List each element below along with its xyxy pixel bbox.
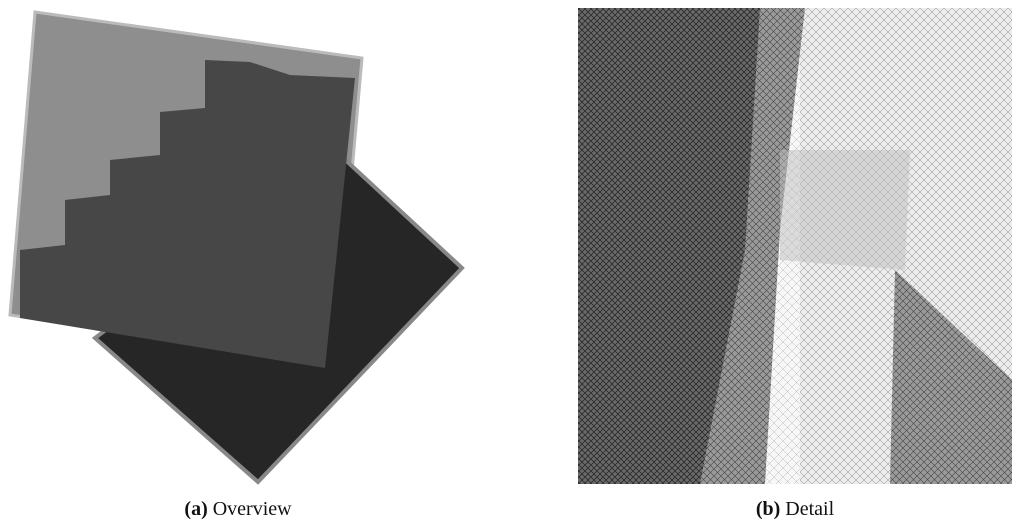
caption: (b) Detail bbox=[756, 498, 834, 521]
figure-images bbox=[0, 0, 1029, 490]
caption-label: (a) bbox=[184, 498, 207, 520]
detail-image bbox=[578, 8, 1012, 484]
caption-label: (b) bbox=[756, 498, 780, 520]
caption: (a) Overview bbox=[184, 498, 291, 521]
caption-text: Detail bbox=[785, 498, 834, 520]
figure: (a) Overview (b) Detail bbox=[0, 0, 1029, 526]
overview-image bbox=[10, 12, 462, 482]
caption-text: Overview bbox=[213, 498, 292, 520]
